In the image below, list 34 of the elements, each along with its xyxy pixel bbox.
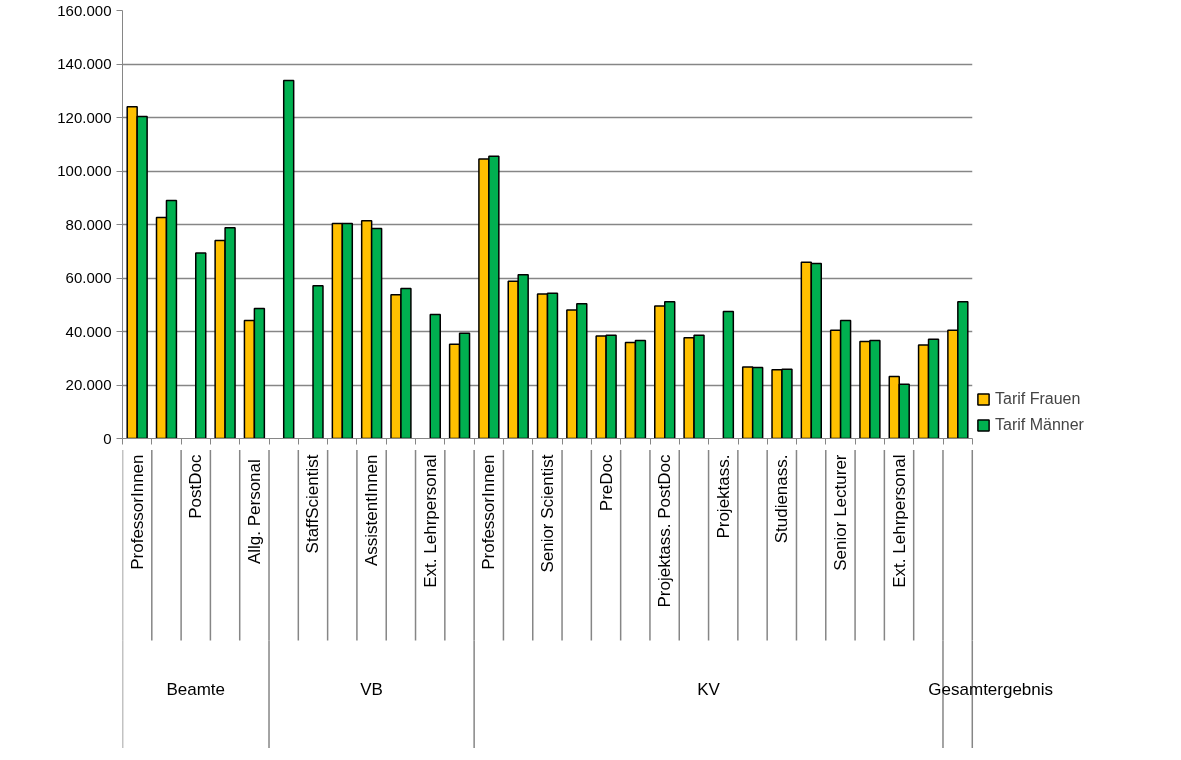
bar (195, 252, 207, 439)
legend-label: Tarif Frauen (995, 390, 1081, 408)
x-tick-label: Senior Lecturer (830, 454, 850, 571)
x-tick-label: Studienass. (772, 454, 792, 544)
y-tick-label: 140.000 (57, 55, 112, 72)
y-tick-label: 120.000 (57, 108, 112, 126)
y-tick-label: 100.000 (57, 162, 112, 179)
bar (429, 313, 441, 439)
x-tick-label: Projektass. PostDoc (655, 454, 675, 608)
legend-label: Tarif Männer (995, 416, 1084, 434)
text: VB (360, 679, 383, 699)
x-tick-label: Projektass. (713, 454, 733, 539)
bar (312, 285, 324, 439)
y-tick-label: 60.000 (65, 269, 112, 286)
x-tick-label: Ext. Lehrpersonal (420, 454, 440, 588)
x-tick-label: StaffScientist (303, 454, 323, 554)
x-tick-label: AssistentInnen (362, 454, 382, 567)
y-tick-label: 20.000 (65, 376, 112, 393)
text: KV (697, 679, 721, 699)
x-tick-label: Senior Scientist (537, 454, 557, 573)
x-tick-label: Allg. Personal (244, 459, 264, 565)
text: Gesamtergebnis (928, 679, 1054, 699)
bar (282, 79, 295, 439)
text: Beamte (166, 679, 226, 699)
x-tick-label: ProfessorInnen (479, 454, 499, 570)
x-tick-label: PostDoc (186, 454, 206, 519)
y-tick-label: 160.000 (57, 1, 112, 19)
y-tick-label: 80.000 (65, 215, 112, 233)
bar (722, 310, 735, 439)
x-tick-label: ProfessorInnen (127, 454, 147, 570)
y-tick-label: 40.000 (65, 322, 112, 340)
y-tick-label: 0 (103, 429, 112, 447)
x-tick-label: Ext. Lehrpersonal (889, 454, 909, 588)
x-tick-label: PreDoc (596, 454, 616, 512)
